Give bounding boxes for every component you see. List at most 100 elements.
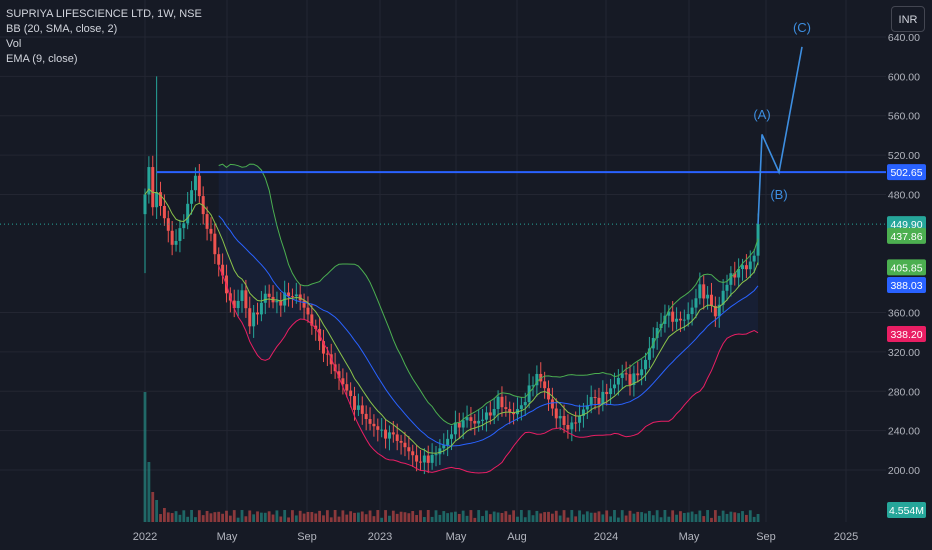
- candle-body: [535, 373, 539, 386]
- candle-body: [508, 408, 512, 413]
- candle-body: [306, 307, 310, 315]
- time-axis-label: May: [446, 531, 467, 543]
- candle-body: [298, 294, 302, 301]
- candle-body: [236, 300, 240, 309]
- symbol-title[interactable]: SUPRIYA LIFESCIENCE LTD, 1W, NSE: [6, 8, 202, 20]
- candle-body: [391, 432, 395, 435]
- volume-bar: [376, 510, 380, 522]
- candle-body: [407, 447, 411, 452]
- volume-bar: [671, 510, 675, 522]
- volume-bar: [213, 512, 217, 522]
- wave-label-b: (B): [770, 187, 787, 202]
- bb-indicator-label[interactable]: BB (20, SMA, close, 2): [6, 23, 118, 35]
- time-axis-label: 2024: [594, 531, 618, 543]
- candle-body: [364, 413, 368, 420]
- volume-bar: [163, 508, 166, 522]
- candle-body: [197, 175, 201, 197]
- volume-bar: [174, 511, 178, 522]
- candle-body: [473, 420, 477, 424]
- candle-body: [481, 419, 485, 421]
- price-axis-label: 640.00: [888, 32, 920, 44]
- candle-body: [616, 377, 620, 385]
- volume-bar: [166, 512, 170, 522]
- volume-bar: [624, 515, 628, 522]
- volume-bar: [636, 511, 640, 522]
- ema-indicator-label[interactable]: EMA (9, close): [6, 53, 78, 65]
- volume-bar: [512, 510, 515, 522]
- volume-bar: [628, 510, 632, 522]
- price-axis-label: 320.00: [888, 347, 920, 359]
- volume-bar: [535, 510, 539, 522]
- volume-bar: [574, 516, 578, 522]
- candle-body: [399, 440, 403, 443]
- candle-body: [519, 405, 523, 410]
- candle-body: [290, 296, 294, 298]
- volume-bar: [155, 500, 159, 522]
- volume-bar: [182, 510, 186, 522]
- bb-upper-line: [218, 163, 759, 426]
- volume-bar: [659, 517, 663, 522]
- candle-body: [418, 461, 422, 463]
- volume-bar: [733, 512, 737, 522]
- price-axis-label: 600.00: [888, 71, 920, 83]
- candle-body: [450, 434, 454, 439]
- volume-bar: [287, 517, 290, 522]
- volume-bar: [345, 514, 349, 522]
- candle-body: [620, 373, 624, 378]
- volume-bar: [205, 510, 209, 522]
- candle-body: [574, 422, 578, 424]
- candle-body: [550, 399, 554, 409]
- candle-body: [279, 300, 283, 306]
- candle-body: [190, 190, 194, 204]
- volume-bar: [151, 492, 155, 522]
- volume-bar: [737, 513, 741, 522]
- candle-body: [729, 273, 733, 285]
- volume-bar: [686, 512, 690, 522]
- candle-body: [640, 369, 644, 376]
- currency-button[interactable]: INR: [891, 6, 925, 32]
- volume-bar: [605, 510, 609, 522]
- candle-body: [713, 305, 717, 317]
- candle-body: [612, 384, 616, 389]
- time-axis-label: 2022: [133, 531, 157, 543]
- candle-body: [504, 407, 508, 409]
- volume-bar: [725, 513, 729, 522]
- candle-body: [151, 167, 155, 208]
- volume-indicator-label[interactable]: Vol: [6, 38, 22, 50]
- candle-body: [659, 323, 663, 329]
- volume-bar: [655, 510, 659, 522]
- candle-body: [147, 167, 151, 195]
- candle-body: [337, 371, 341, 379]
- volume-bar: [644, 513, 647, 522]
- candle-body: [422, 455, 426, 463]
- bb-lower-line: [218, 265, 759, 474]
- candle-body: [263, 293, 267, 303]
- volume-bar: [620, 510, 624, 522]
- candle-body: [155, 192, 159, 208]
- volume-bar: [446, 513, 450, 522]
- volume-bar: [745, 514, 748, 522]
- volume-bar: [539, 513, 543, 522]
- volume-bar: [640, 512, 644, 522]
- volume-bar: [422, 517, 426, 522]
- candle-body: [733, 273, 737, 278]
- volume-bars: [143, 392, 760, 522]
- candle-body: [566, 424, 570, 430]
- volume-bar: [298, 510, 302, 522]
- price-axis-label: 200.00: [888, 465, 920, 477]
- candle-body: [387, 432, 391, 439]
- volume-bar: [357, 512, 360, 522]
- candle-body: [372, 423, 376, 427]
- candle-body: [403, 442, 407, 448]
- candle-body: [143, 194, 147, 215]
- volume-bar: [190, 510, 193, 522]
- candle-body: [426, 455, 430, 463]
- volume-bar: [698, 510, 702, 522]
- candle-body: [442, 445, 446, 449]
- volume-bar: [593, 512, 597, 522]
- candle-body: [434, 454, 438, 456]
- volume-bar: [690, 511, 694, 522]
- volume-bar: [209, 513, 213, 522]
